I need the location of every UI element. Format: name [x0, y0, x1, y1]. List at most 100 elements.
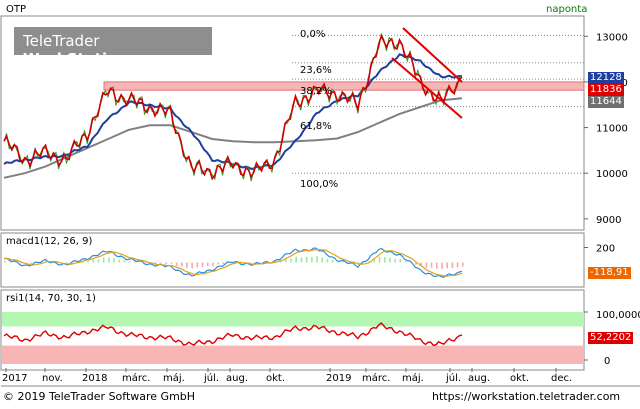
macd-histogram-bar — [171, 263, 173, 264]
fib-label-0: 0,0% — [300, 29, 325, 40]
macd-histogram-bar — [426, 263, 428, 268]
price-y-axis: 900010000110001200013000 — [584, 32, 628, 226]
footer-copyright: © 2019 TeleTrader Software GmbH — [3, 390, 195, 403]
price-y-tick-label: 9000 — [596, 215, 621, 226]
price-y-tick-label: 10000 — [596, 169, 628, 180]
macd-histogram-bar — [290, 258, 292, 262]
macd-histogram-bar — [113, 258, 115, 262]
macd-histogram-bar — [139, 262, 141, 263]
macd-histogram-bar — [321, 257, 323, 262]
x-label-2018: 2018 — [82, 373, 107, 384]
macd-value-tag: -118,91 — [588, 267, 631, 279]
macd-histogram-bar — [160, 263, 162, 264]
x-label-2017: 2017 — [2, 373, 27, 384]
rsi-upper-tick: 100,0000 — [596, 310, 640, 321]
macd-histogram-bar — [191, 263, 193, 269]
ma-fast-value-tag: 12128 — [588, 72, 624, 84]
fib-label-100: 100,0% — [300, 179, 338, 190]
macd-panel-label: macd1(12, 26, 9) — [6, 236, 92, 247]
macd-histogram-bar — [295, 257, 297, 263]
macd-histogram-bar — [431, 263, 433, 268]
macd-histogram-bar — [129, 261, 131, 262]
macd-histogram-bar — [337, 262, 339, 263]
macd-histogram-bar — [301, 258, 303, 263]
watermark-light-text: TeleTrader — [23, 32, 99, 50]
footer-url[interactable]: https://workstation.teletrader.com — [432, 390, 620, 403]
rsi-value-tag: 52,2202 — [588, 332, 633, 344]
ma-slow-value-tag: 11644 — [588, 96, 624, 108]
x-label-maj: máj. — [163, 373, 185, 384]
rsi-overbought-band — [2, 312, 584, 326]
macd-histogram-bar — [441, 263, 443, 269]
macd-histogram-bar — [462, 263, 464, 267]
macd-histogram-bar — [400, 259, 402, 263]
x-label-aug: aug. — [226, 373, 248, 384]
macd-histogram-bar — [197, 263, 199, 268]
macd-histogram-bar — [452, 263, 454, 269]
macd-histogram-bar — [436, 263, 438, 269]
macd-histogram-bar — [446, 263, 448, 269]
price-y-tick-label: 11000 — [596, 124, 628, 135]
macd-histogram-bar — [9, 261, 11, 262]
fibonacci-lines — [292, 35, 584, 173]
x-label-maj-2019: máj. — [402, 373, 424, 384]
watermark-bold-text: WorkStation — [23, 50, 128, 68]
macd-histogram-bar — [108, 258, 110, 263]
macd-y-tick-label: 200 — [596, 244, 615, 255]
macd-histogram-bar — [165, 263, 167, 265]
fib-label-236: 23,6% — [300, 65, 332, 76]
resistance-band — [104, 82, 584, 90]
macd-histogram-bar — [92, 259, 94, 262]
x-label-2019: 2019 — [326, 373, 351, 384]
macd-histogram-bar — [389, 258, 391, 263]
price-value-tag: 11836 — [588, 84, 624, 96]
rsi-y-tick-label: 0 — [604, 356, 610, 367]
x-label-okt: okt. — [266, 373, 285, 384]
rsi-oversold-band — [2, 346, 584, 364]
ma-slow-line — [4, 98, 462, 178]
macd-y-axis: 200 — [584, 244, 615, 255]
macd-histogram-bar — [202, 263, 204, 268]
macd-histogram-bar — [176, 263, 178, 267]
macd-histogram-bar — [332, 260, 334, 263]
x-label-okt-2019: okt. — [510, 373, 529, 384]
ma-fast-line — [4, 54, 462, 168]
macd-histogram-bar — [311, 257, 313, 263]
macd-histogram-bar — [394, 259, 396, 263]
macd-histogram-bar — [212, 263, 214, 267]
macd-histogram-bar — [223, 263, 225, 265]
macd-histogram-bar — [207, 263, 209, 267]
fib-label-382: 38,2% — [300, 86, 332, 97]
x-label-marc: márc. — [122, 373, 150, 384]
macd-histogram-bar — [316, 256, 318, 262]
x-label-nov: nov. — [42, 373, 63, 384]
symbol-label: OTP — [6, 4, 26, 15]
rsi-line — [4, 323, 462, 345]
x-label-jul-2019: júl. — [446, 373, 461, 384]
macd-histogram-bar — [457, 263, 459, 268]
macd-histogram-bar — [327, 259, 329, 263]
macd-histogram-bar — [145, 263, 147, 264]
macd-histogram-bar — [405, 261, 407, 262]
macd-histogram-bar — [217, 263, 219, 265]
x-label-jul: júl. — [204, 373, 219, 384]
x-label-dec-2019: dec. — [551, 373, 572, 384]
macd-line — [4, 248, 462, 277]
macd-histogram-bar — [124, 260, 126, 262]
rsi-panel-label: rsi1(14, 70, 30, 1) — [6, 293, 96, 304]
price-y-tick-label: 13000 — [596, 32, 628, 43]
macd-histogram-bar — [379, 257, 381, 263]
macd-histogram-bar — [103, 257, 105, 262]
macd-histogram-bar — [384, 257, 386, 263]
macd-histogram-bar — [20, 263, 22, 264]
macd-histogram-bar — [119, 260, 121, 263]
period-label[interactable]: naponta — [546, 4, 587, 15]
macd-histogram-bar — [4, 261, 6, 263]
macd-histogram-bar — [87, 261, 89, 262]
macd-histogram-bar — [342, 262, 344, 263]
macd-histogram-bar — [306, 257, 308, 263]
macd-histogram-bar — [186, 263, 188, 268]
x-label-marc-2019: márc. — [362, 373, 390, 384]
x-label-aug-2019: aug. — [468, 373, 490, 384]
macd-histogram-bar — [98, 259, 100, 262]
